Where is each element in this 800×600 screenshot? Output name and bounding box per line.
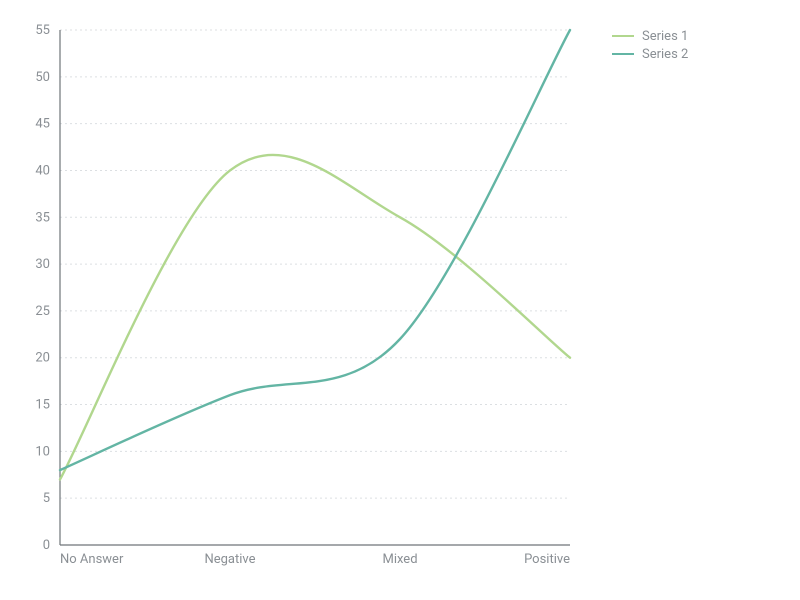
x-tick-label: Mixed <box>382 552 417 567</box>
legend-label: Series 1 <box>642 29 688 44</box>
y-tick-label: 10 <box>35 444 50 459</box>
y-tick-label: 5 <box>43 491 50 506</box>
legend-label: Series 2 <box>642 47 688 62</box>
y-tick-label: 50 <box>35 70 50 85</box>
chart-svg: 0 5 10 15 20 25 30 35 40 45 50 55 No Answer Negative M… <box>0 0 800 600</box>
y-tick-label: 45 <box>35 117 50 132</box>
x-tick-label: Positive <box>524 552 570 567</box>
y-tick-label: 35 <box>35 210 50 225</box>
y-tick-label: 30 <box>35 257 50 272</box>
y-tick-label: 20 <box>35 351 50 366</box>
line-chart: 0 5 10 15 20 25 30 35 40 45 50 55 No Answer Negative M… <box>0 0 800 600</box>
y-tick-label: 25 <box>35 304 50 319</box>
y-tick-label: 55 <box>35 23 50 38</box>
x-tick-label: Negative <box>204 552 255 567</box>
y-tick-label: 0 <box>43 538 50 553</box>
y-tick-label: 40 <box>35 163 50 178</box>
x-tick-label: No Answer <box>60 552 124 567</box>
y-tick-label: 15 <box>35 398 50 413</box>
